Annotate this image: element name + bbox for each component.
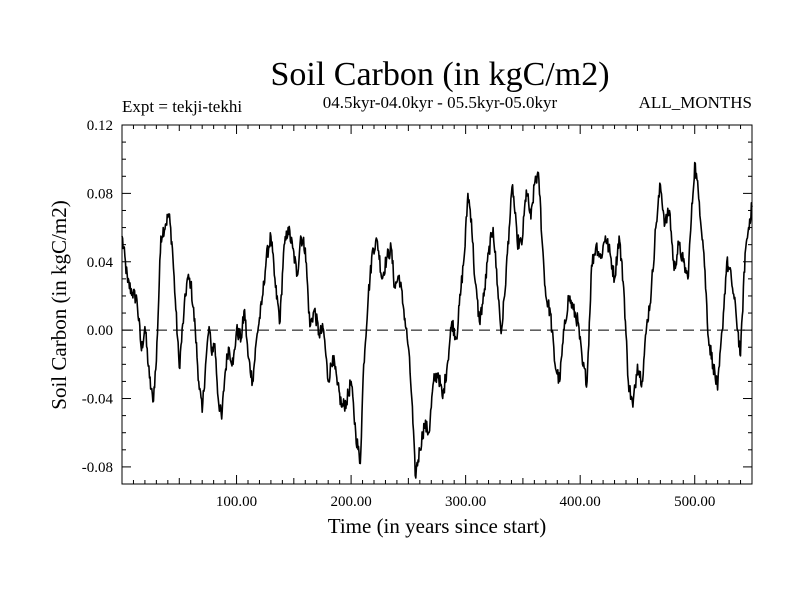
x-tick-label: 500.00 [674,494,715,510]
y-tick-label: 0.04 [87,255,114,271]
y-tick-label: -0.04 [82,392,114,408]
experiment-label: Expt = tekji-tekhi [122,97,242,116]
x-tick-label: 300.00 [445,494,486,510]
x-tick-label: 100.00 [216,494,257,510]
x-axis-label: Time (in years since start) [328,514,547,538]
x-axis-ticks: 100.00 200.00 300.00 400.00 500.00 [132,125,742,510]
soil-carbon-series-line [121,161,753,479]
y-tick-label: 0.08 [87,186,113,202]
chart-title: Soil Carbon (in kgC/m2) [270,56,609,93]
y-tick-label: 0.12 [87,118,113,134]
y-axis-ticks: -0.08 -0.04 0.00 0.04 0.08 0.12 [82,118,752,485]
x-tick-label: 200.00 [330,494,371,510]
y-axis-label: Soil Carbon (in kgC/m2) [47,200,71,409]
chart-subtitle: 04.5kyr-04.0kyr - 05.5kyr-05.0kyr [323,93,558,112]
y-tick-label: -0.08 [82,460,113,476]
months-label: ALL_MONTHS [639,93,752,112]
plot-frame [121,124,753,485]
x-tick-label: 400.00 [560,494,601,510]
y-tick-label: 0.00 [87,323,113,339]
